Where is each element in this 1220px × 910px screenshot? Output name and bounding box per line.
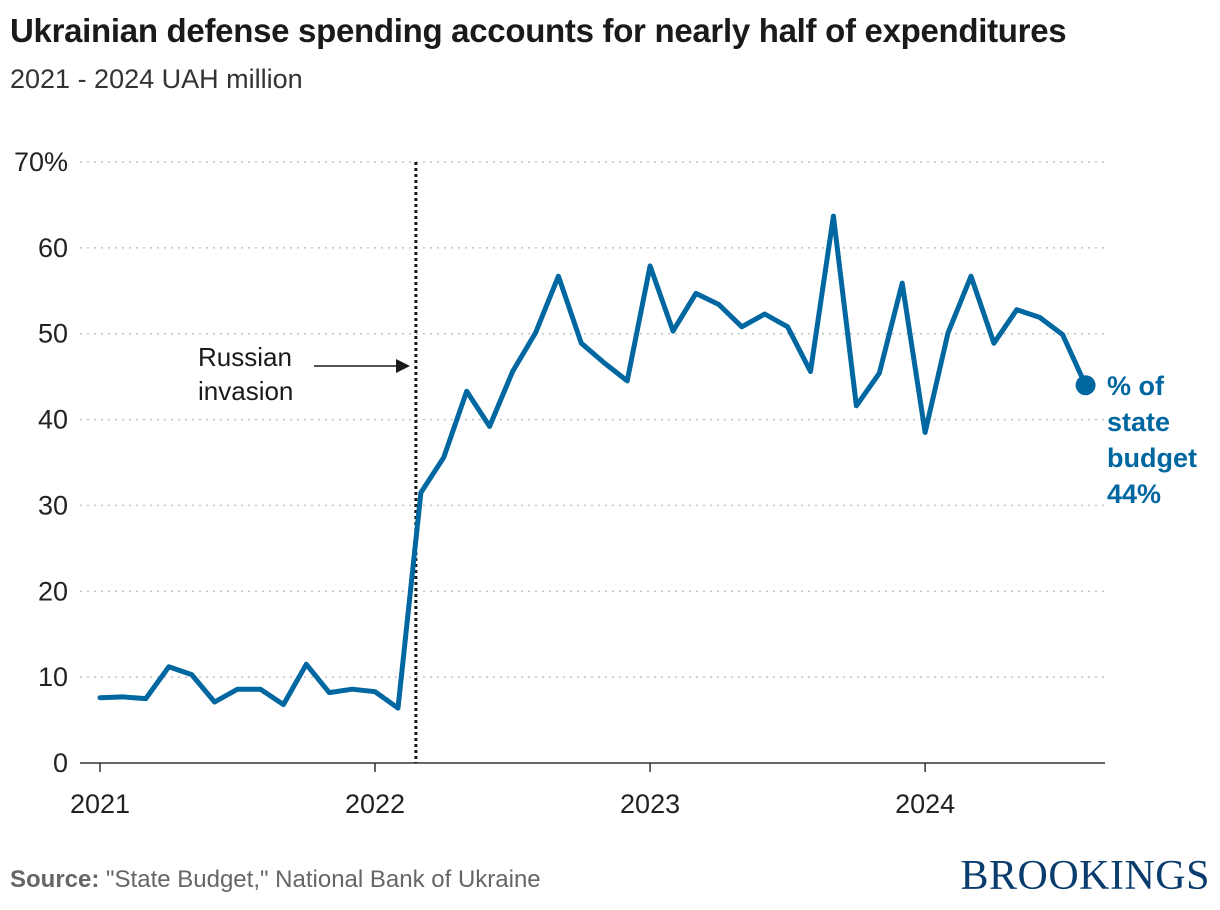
x-axis: 2021 2022 2023 2024 — [70, 763, 955, 819]
chart-title: Ukrainian defense spending accounts for … — [10, 12, 1067, 49]
x-tick-label: 2024 — [895, 789, 955, 819]
grid-lines — [80, 161, 1105, 764]
brookings-logo: BROOKINGS — [960, 853, 1210, 899]
invasion-label: Russian — [198, 342, 292, 372]
y-axis: 0 10 20 30 40 50 60 70% — [14, 147, 68, 778]
x-tick-label: 2023 — [620, 789, 680, 819]
y-tick-label: 20 — [38, 576, 68, 606]
line-chart: 0 10 20 30 40 50 60 70% 2021 2022 2023 2024 Russia… — [14, 147, 1197, 819]
invasion-arrow-head — [396, 359, 410, 373]
invasion-label: invasion — [198, 376, 293, 406]
series-end-point — [1075, 375, 1096, 396]
end-label-line: % of — [1107, 371, 1165, 401]
y-tick-label: 0 — [53, 748, 68, 778]
source-note: Source: "State Budget," National Bank of… — [10, 866, 541, 894]
series-layer — [97, 213, 1096, 711]
y-tick-label: 30 — [38, 490, 68, 520]
y-tick-label: 10 — [38, 662, 68, 692]
end-label-line: budget — [1107, 443, 1197, 473]
source-label: Source: — [10, 866, 100, 893]
invasion-annotation: Russian invasion — [198, 162, 418, 763]
x-tick-label: 2022 — [345, 789, 405, 819]
end-label-line: state — [1107, 407, 1170, 437]
end-label: % of state budget 44% — [1107, 371, 1197, 509]
y-tick-label: 40 — [38, 405, 68, 435]
y-tick-label: 60 — [38, 233, 68, 263]
end-label-line: 44% — [1107, 479, 1161, 509]
y-tick-label: 70% — [14, 147, 68, 177]
series-line — [97, 213, 1089, 711]
y-tick-label: 50 — [38, 319, 68, 349]
chart-subtitle: 2021 - 2024 UAH million — [10, 64, 303, 94]
source-text: "State Budget," National Bank of Ukraine — [106, 866, 541, 893]
x-tick-label: 2021 — [70, 789, 130, 819]
